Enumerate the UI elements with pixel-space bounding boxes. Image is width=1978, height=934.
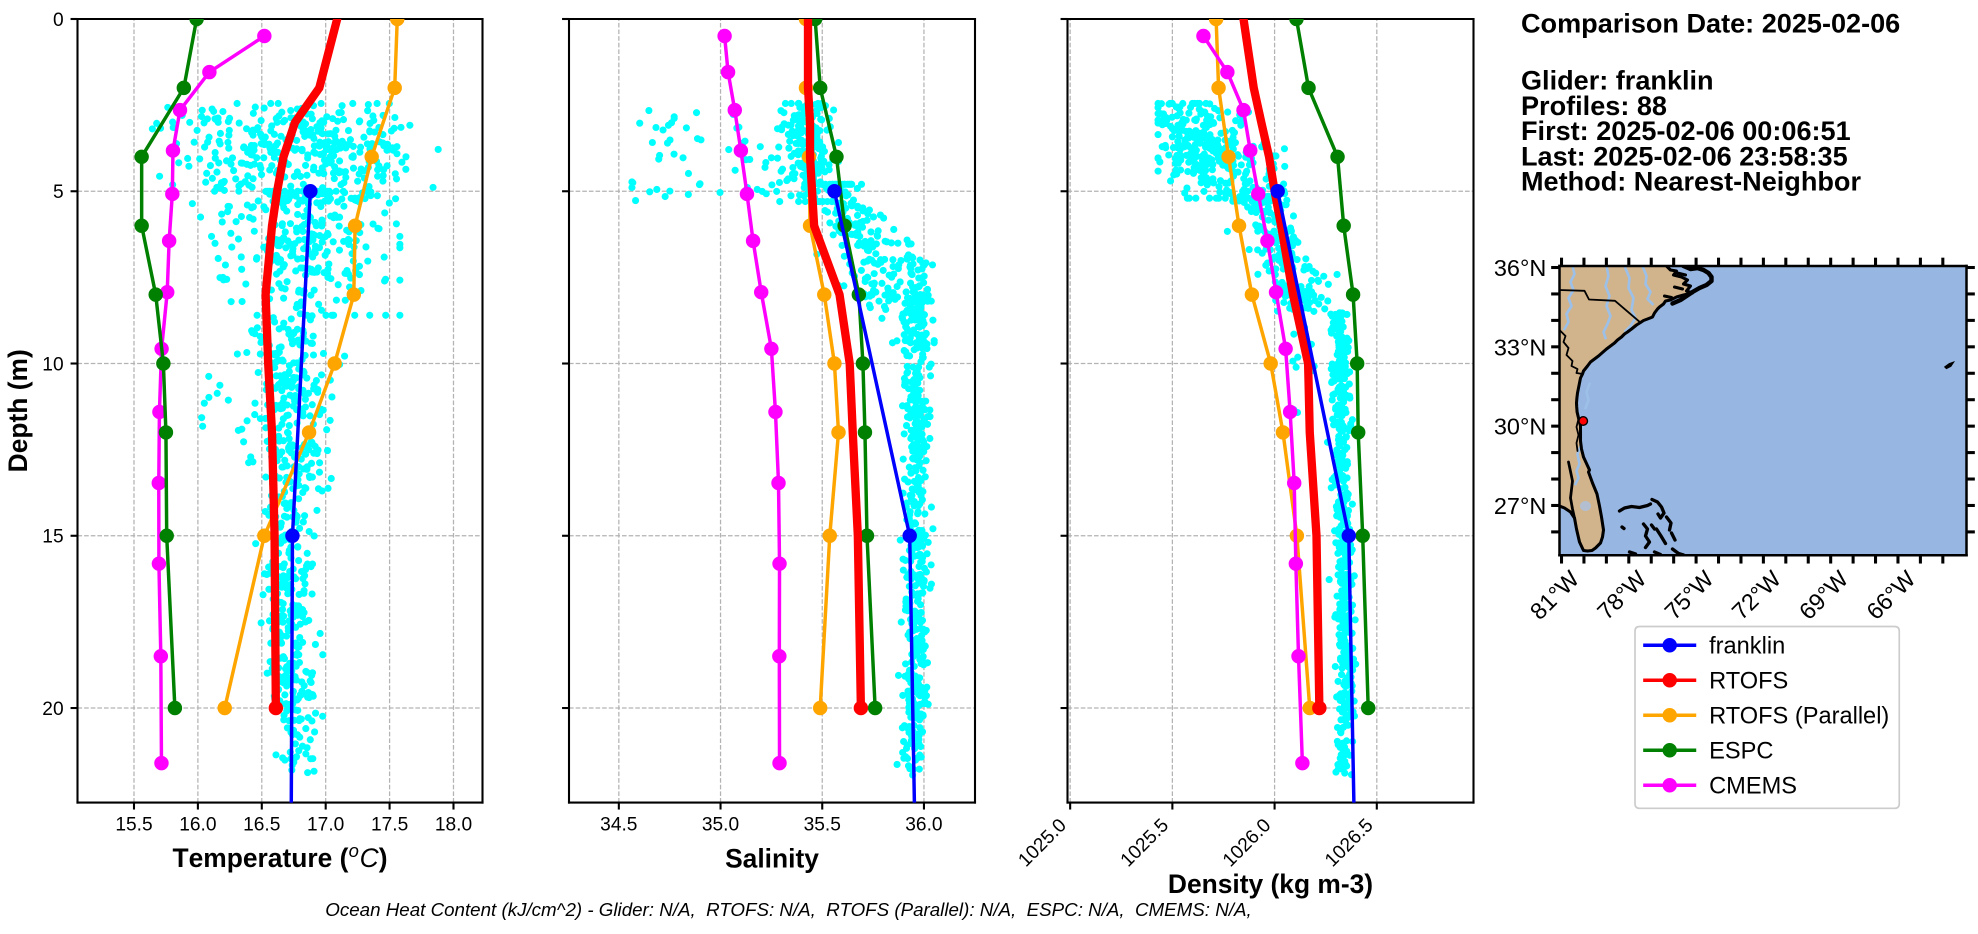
svg-text:Method: Nearest-Neighbor: Method: Nearest-Neighbor (1521, 166, 1861, 197)
svg-text:35.0: 35.0 (702, 814, 739, 835)
svg-text:36°N: 36°N (1494, 255, 1546, 281)
svg-text:Density (kg m-3): Density (kg m-3) (1168, 869, 1373, 899)
svg-text:18.0: 18.0 (435, 814, 472, 835)
svg-text:franklin: franklin (1709, 634, 1785, 660)
svg-text:16.0: 16.0 (179, 814, 216, 835)
svg-text:Last: 2025-02-06 23:58:35: Last: 2025-02-06 23:58:35 (1521, 140, 1848, 171)
svg-text:Profiles: 88: Profiles: 88 (1521, 90, 1667, 121)
svg-text:0: 0 (53, 10, 64, 31)
svg-text:16.5: 16.5 (243, 814, 280, 835)
svg-text:17.5: 17.5 (371, 814, 408, 835)
svg-text:35.5: 35.5 (804, 814, 841, 835)
svg-text:33°N: 33°N (1494, 334, 1546, 360)
svg-text:34.5: 34.5 (600, 814, 637, 835)
svg-text:First: 2025-02-06 00:06:51: First: 2025-02-06 00:06:51 (1521, 115, 1851, 146)
svg-text:27°N: 27°N (1494, 493, 1546, 519)
svg-text:10: 10 (42, 354, 63, 375)
svg-text:Comparison Date: 2025-02-06: Comparison Date: 2025-02-06 (1521, 8, 1900, 39)
svg-text:20: 20 (42, 699, 63, 720)
svg-text:Depth (m): Depth (m) (3, 349, 33, 472)
svg-text:CMEMS: CMEMS (1709, 774, 1797, 800)
svg-text:RTOFS: RTOFS (1709, 669, 1788, 695)
svg-text:15.5: 15.5 (115, 814, 152, 835)
svg-text:RTOFS (Parallel): RTOFS (Parallel) (1709, 704, 1889, 730)
svg-text:30°N: 30°N (1494, 414, 1546, 440)
svg-text:15: 15 (42, 527, 63, 548)
svg-text:36.0: 36.0 (905, 814, 942, 835)
svg-text:Salinity: Salinity (725, 843, 819, 873)
svg-text:5: 5 (53, 182, 64, 203)
svg-text:Ocean Heat Content (kJ/cm^2) -: Ocean Heat Content (kJ/cm^2) - Glider: N… (325, 899, 1251, 920)
svg-text:17.0: 17.0 (307, 814, 344, 835)
svg-text:ESPC: ESPC (1709, 739, 1773, 765)
svg-text:T e m p: T e m p e r a t u r e ( ) o C (172, 837, 393, 873)
svg-text:Glider: franklin: Glider: franklin (1521, 65, 1714, 96)
